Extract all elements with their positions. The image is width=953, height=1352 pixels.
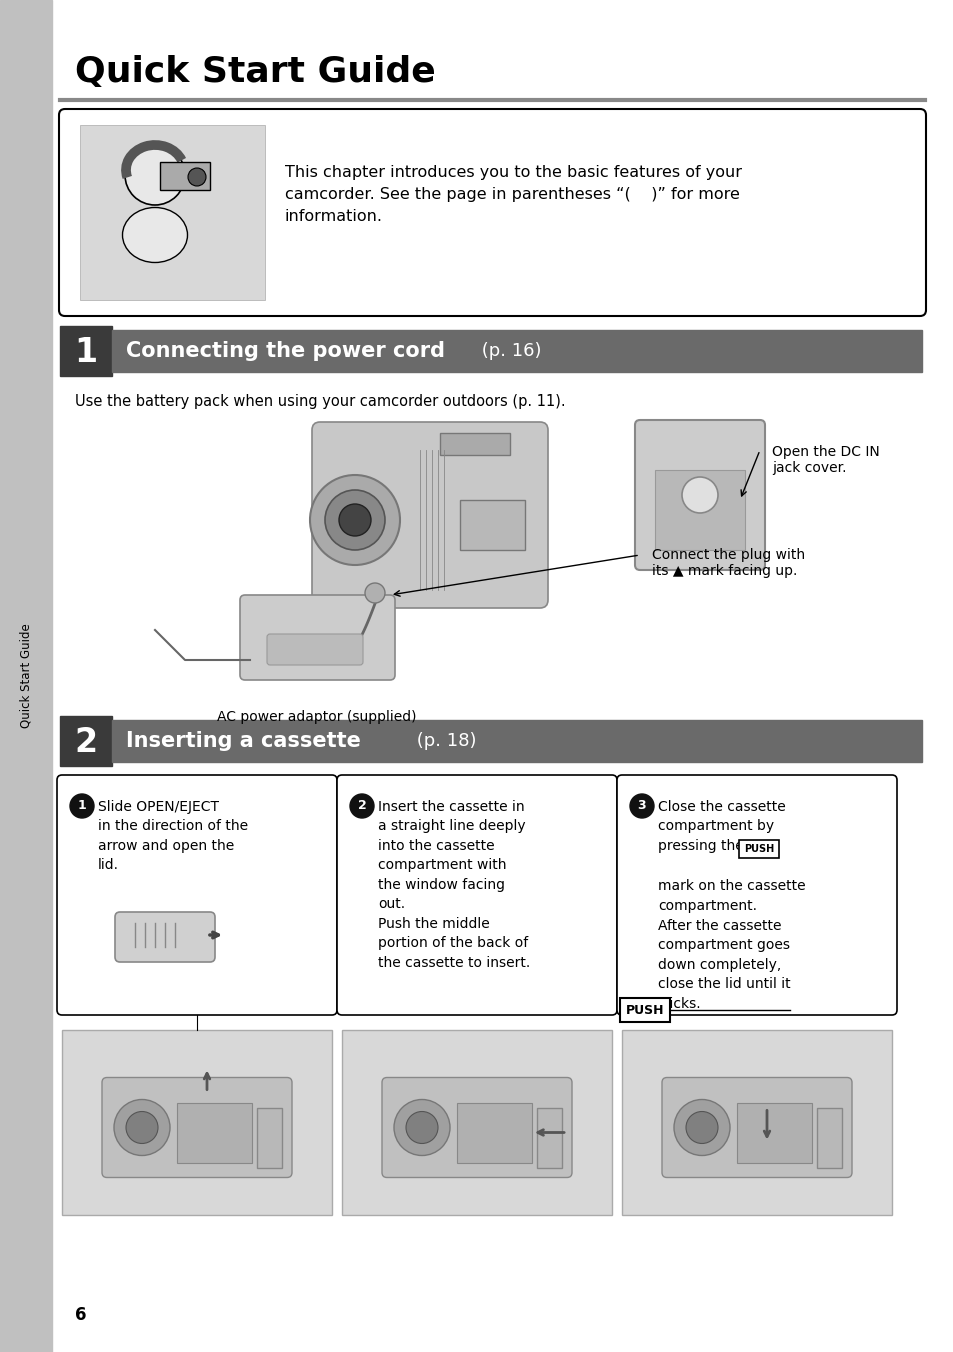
Bar — [80, 124, 265, 300]
Bar — [0, 0, 52, 1352]
FancyBboxPatch shape — [381, 1078, 572, 1178]
FancyBboxPatch shape — [102, 1078, 292, 1178]
Bar — [112, 721, 921, 763]
Text: Inserting a cassette: Inserting a cassette — [126, 731, 360, 750]
Bar — [60, 717, 112, 767]
Circle shape — [673, 1099, 729, 1156]
Circle shape — [350, 794, 374, 818]
Text: PUSH: PUSH — [743, 844, 773, 854]
Circle shape — [681, 477, 718, 512]
Bar — [62, 1030, 332, 1215]
Bar — [112, 330, 921, 372]
Text: 3: 3 — [637, 799, 645, 813]
Circle shape — [188, 168, 206, 187]
FancyBboxPatch shape — [661, 1078, 851, 1178]
Circle shape — [685, 1111, 718, 1144]
Text: 6: 6 — [75, 1306, 87, 1324]
Bar — [160, 162, 210, 191]
Circle shape — [125, 145, 185, 206]
Text: PUSH: PUSH — [625, 1003, 663, 1017]
Bar — [177, 1102, 252, 1163]
FancyBboxPatch shape — [59, 110, 925, 316]
Text: AC power adaptor (supplied): AC power adaptor (supplied) — [217, 710, 416, 725]
Bar — [816, 1107, 841, 1168]
Text: (p. 18): (p. 18) — [411, 731, 476, 750]
Bar — [60, 326, 112, 376]
Text: (p. 16): (p. 16) — [476, 342, 541, 360]
Text: Insert the cassette in
a straight line deeply
into the cassette
compartment with: Insert the cassette in a straight line d… — [377, 800, 530, 969]
Bar — [537, 1107, 561, 1168]
FancyBboxPatch shape — [617, 775, 896, 1015]
Text: Use the battery pack when using your camcorder outdoors (p. 11).: Use the battery pack when using your cam… — [75, 393, 565, 410]
Bar — [621, 1030, 891, 1215]
Circle shape — [126, 1111, 158, 1144]
FancyBboxPatch shape — [739, 840, 779, 859]
Ellipse shape — [122, 207, 188, 262]
FancyBboxPatch shape — [115, 913, 214, 963]
Circle shape — [394, 1099, 450, 1156]
Bar — [256, 1107, 282, 1168]
Text: This chapter introduces you to the basic features of your
camcorder. See the pag: This chapter introduces you to the basic… — [285, 165, 741, 224]
FancyBboxPatch shape — [57, 775, 336, 1015]
Circle shape — [310, 475, 399, 565]
Text: mark on the cassette
compartment.
After the cassette
compartment goes
down compl: mark on the cassette compartment. After … — [658, 860, 804, 1010]
Circle shape — [325, 489, 385, 550]
FancyBboxPatch shape — [312, 422, 547, 608]
Circle shape — [406, 1111, 437, 1144]
Text: 1: 1 — [74, 337, 97, 369]
FancyBboxPatch shape — [619, 998, 669, 1022]
Bar — [439, 433, 510, 456]
Circle shape — [629, 794, 654, 818]
Bar — [456, 1102, 532, 1163]
Text: Quick Start Guide: Quick Start Guide — [19, 623, 32, 729]
Circle shape — [338, 504, 371, 535]
FancyBboxPatch shape — [240, 595, 395, 680]
Text: Quick Start Guide: Quick Start Guide — [75, 55, 436, 89]
Bar — [655, 470, 744, 550]
Text: 2: 2 — [74, 726, 97, 760]
Text: Slide OPEN/EJECT
in the direction of the
arrow and open the
lid.: Slide OPEN/EJECT in the direction of the… — [98, 800, 248, 872]
Circle shape — [113, 1099, 170, 1156]
Text: Connect the plug with
its ▲ mark facing up.: Connect the plug with its ▲ mark facing … — [651, 548, 804, 579]
Text: Connecting the power cord: Connecting the power cord — [126, 341, 444, 361]
FancyBboxPatch shape — [635, 420, 764, 571]
Bar — [737, 1102, 811, 1163]
FancyBboxPatch shape — [336, 775, 617, 1015]
Circle shape — [365, 583, 385, 603]
Text: Open the DC IN
jack cover.: Open the DC IN jack cover. — [771, 445, 879, 475]
Bar — [341, 1030, 612, 1215]
Circle shape — [70, 794, 94, 818]
Text: 2: 2 — [357, 799, 366, 813]
Text: Close the cassette
compartment by
pressing the: Close the cassette compartment by pressi… — [658, 800, 785, 853]
FancyBboxPatch shape — [267, 634, 363, 665]
Bar — [459, 500, 524, 550]
Text: 1: 1 — [77, 799, 87, 813]
